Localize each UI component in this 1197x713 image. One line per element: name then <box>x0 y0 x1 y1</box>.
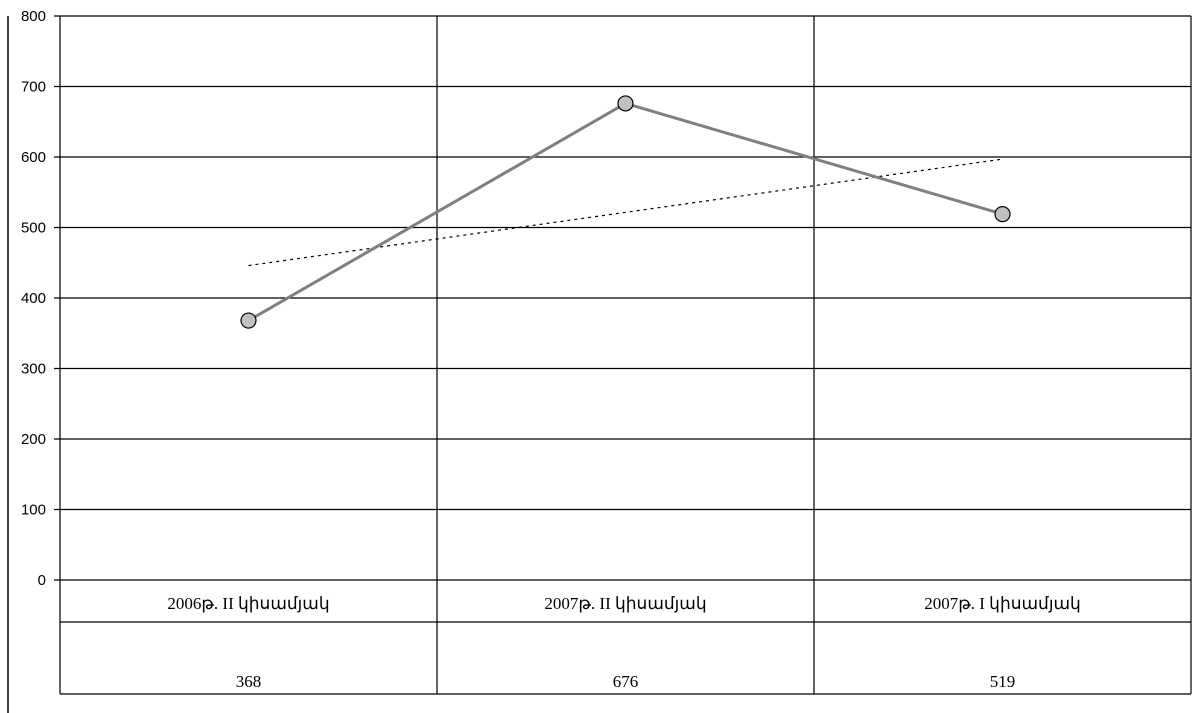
data-point <box>240 312 257 329</box>
y-tick-label: 500 <box>21 220 46 237</box>
series-layer <box>240 95 1011 329</box>
y-tick-label: 600 <box>21 149 46 166</box>
y-tick-label: 700 <box>21 79 46 96</box>
x-category-label: 2006թ. II կիսամյակ <box>167 594 329 613</box>
horizontal-gridlines <box>54 15 1191 581</box>
y-tick-label: 300 <box>21 361 46 378</box>
x-category-label: 2007թ. II կիսամյակ <box>544 594 706 613</box>
data-table-value: 368 <box>236 672 262 691</box>
data-table: 2006թ. II կիսամյակ 368 2007թ. II կիսամյակ 6… <box>167 594 1080 691</box>
data-table-value: 676 <box>613 672 639 691</box>
data-point <box>994 206 1011 223</box>
y-tick-label: 0 <box>38 572 46 589</box>
vertical-gridlines <box>436 16 815 694</box>
data-table-value: 519 <box>990 672 1016 691</box>
y-tick-label: 400 <box>21 290 46 307</box>
x-category-label: 2007թ. I կիսամյակ <box>924 594 1081 613</box>
trendline-layer <box>248 158 1003 267</box>
y-tick-label: 200 <box>21 431 46 448</box>
y-axis-tick-labels: 0 100 200 300 400 500 600 700 800 <box>21 8 46 589</box>
y-tick-label: 100 <box>21 502 46 519</box>
y-tick-label: 800 <box>21 8 46 25</box>
data-point <box>617 95 634 112</box>
trendline <box>248 158 1003 267</box>
plot-frame <box>7 16 1192 713</box>
